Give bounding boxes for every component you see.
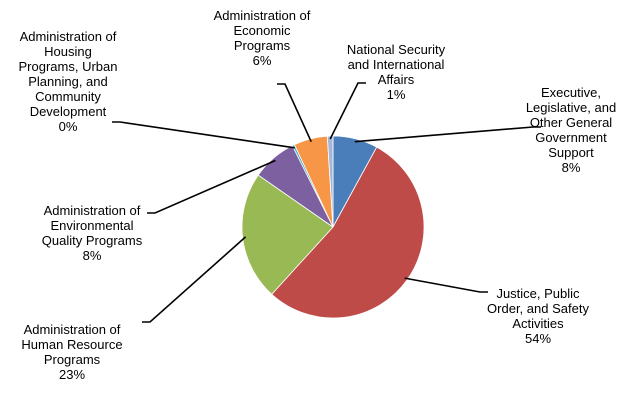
slice-labels: Executive, Legislative, and Other General G… [19, 8, 617, 382]
leader-line [142, 236, 247, 323]
pie-slice [326, 135, 334, 228]
slice-label: Administration of Human Resource Programs 2… [21, 322, 122, 382]
leader-line [329, 82, 366, 140]
leader-line [404, 277, 488, 293]
slice-label: Justice, Public Order, and Safety Activiti… [487, 286, 589, 346]
pie-slice [271, 146, 425, 319]
slice-label: Administration of Environmental Quality Pr… [42, 203, 143, 263]
slice-label: Administration of Housing Programs, Urban P… [19, 29, 118, 134]
leader-line [147, 159, 276, 214]
leader-line [354, 126, 541, 143]
slice-label: Administration of Economic Programs 6% [214, 8, 311, 68]
slice-label: National Security and International Affair… [347, 42, 446, 102]
pie-slice [241, 174, 334, 295]
leader-line [277, 83, 312, 143]
leader-lines [112, 82, 541, 323]
slice-label: Executive, Legislative, and Other General G… [526, 85, 616, 175]
leader-line [112, 121, 295, 149]
